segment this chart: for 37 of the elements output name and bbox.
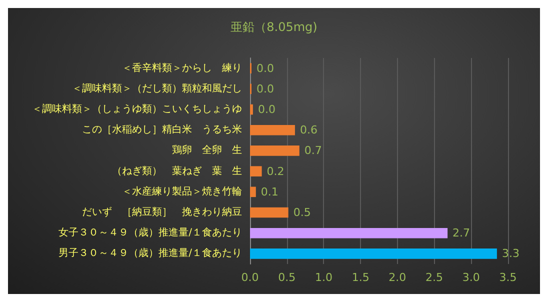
x-tick-label: 2.0 [388,271,406,284]
x-tick-label: 2.5 [426,271,444,284]
bar [250,166,262,176]
data-label: 0.0 [258,103,276,116]
y-tick-label: ＜調味料類＞（だし類）顆粒和風だし [72,82,242,94]
y-tick-label: ＜調味料類＞（しょうゆ類）こいくちしょうゆ [32,103,242,115]
bar [250,104,253,115]
y-tick-label: 男子３０～４９（歳）推進量/１食あたり [58,247,242,260]
x-tick-label: 3.5 [499,271,517,284]
x-tick-label: 0.5 [278,271,296,284]
x-tick-label: 1.0 [314,271,332,284]
bar [250,207,288,218]
bar [250,186,256,198]
y-tick-label: 女子３０～４９（歳）推進量/１食あたり [58,226,242,239]
y-tick-label: （ねぎ類） 葉ねぎ 葉 生 [112,164,242,177]
y-tick-label: ＜水産練り製品＞焼き竹輪 [122,185,242,198]
data-label: 2.7 [452,226,470,240]
y-tick-label: 鶏卵 全卵 生 [172,144,242,156]
y-tick-label: だいず ［納豆類］ 挽きわり納豆 [82,206,242,218]
data-label: 0.1 [260,185,278,198]
bar [250,248,497,259]
x-tick-label: 3.0 [462,271,480,284]
data-label: 3.3 [502,247,520,260]
bar [250,228,448,238]
y-tick-label: ＜香辛料類＞からし 練り [122,62,242,74]
x-tick-label: 1.5 [352,271,370,284]
data-label: 0.0 [256,82,274,96]
chart-title: 亜鉛（8.05mg) [230,20,318,34]
data-label: 0.6 [300,124,318,137]
x-tick-label: 0.0 [241,271,259,284]
data-label: 0.5 [293,206,311,219]
data-label: 0.7 [304,144,322,158]
data-label: 0.0 [256,62,274,75]
y-tick-label: この［水稲めし］精白米 うるち米 [82,124,242,136]
data-label: 0.2 [266,164,284,178]
bar [250,146,300,156]
bar [250,124,295,136]
